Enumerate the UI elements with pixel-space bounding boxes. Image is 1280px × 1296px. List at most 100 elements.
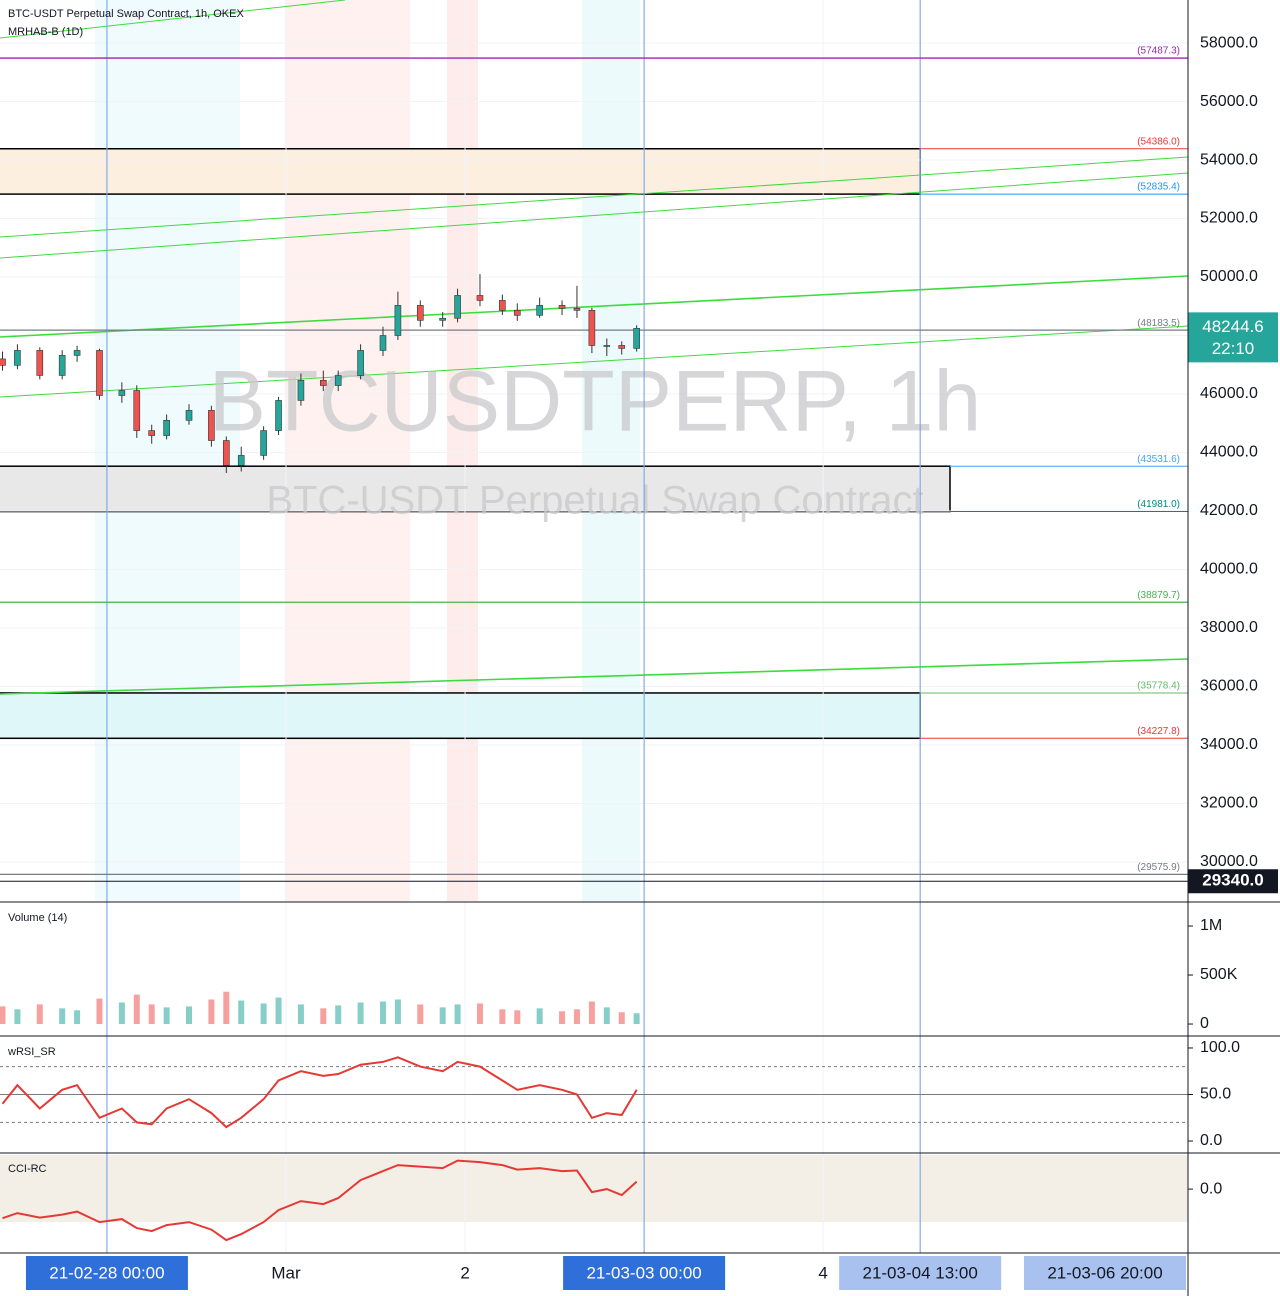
trend-line xyxy=(0,156,1189,238)
zone xyxy=(0,147,921,195)
volume-bar xyxy=(499,1009,506,1025)
indicator-line xyxy=(1,1056,638,1129)
candle-body xyxy=(118,390,126,396)
shade xyxy=(447,0,478,901)
zones xyxy=(0,147,951,740)
candle-body xyxy=(208,410,215,441)
volume-bar xyxy=(118,1002,125,1025)
y-tick-label: 30000.0 xyxy=(1200,853,1258,870)
candle-body xyxy=(394,305,402,336)
x-tick-label: 21-03-04 13:00 xyxy=(862,1263,977,1282)
volume-bar xyxy=(275,997,282,1025)
level-label: (52835.4) xyxy=(1137,182,1180,193)
crosshair-label: 29340.0 xyxy=(1202,871,1263,890)
volume-bar xyxy=(633,1013,640,1025)
trend-line xyxy=(0,0,346,39)
candle-body xyxy=(275,400,282,431)
candle-body xyxy=(439,317,446,321)
volume-bar xyxy=(0,1006,6,1025)
last-price-box xyxy=(1188,312,1278,363)
level-label: (48183.5) xyxy=(1137,318,1180,329)
volume-bar xyxy=(74,1010,81,1025)
candle-body xyxy=(223,440,230,466)
candle-body xyxy=(163,420,170,436)
volume-bar xyxy=(297,1004,304,1025)
time-label-box xyxy=(1024,1256,1186,1290)
y-tick-label: 38000.0 xyxy=(1200,619,1258,636)
volume-bar xyxy=(148,1004,155,1025)
candle-body xyxy=(185,410,193,421)
x-tick-highlight xyxy=(563,1256,726,1290)
trend-line xyxy=(0,172,1189,259)
level-label: (54386.0) xyxy=(1137,136,1180,147)
pane-title: CCI-RC xyxy=(8,1163,47,1175)
volume-bar xyxy=(223,991,230,1025)
level-label: (43531.6) xyxy=(1137,454,1180,465)
candle-body xyxy=(633,328,640,349)
candle-body xyxy=(379,335,387,351)
trend-line xyxy=(0,275,1189,338)
candle-body xyxy=(237,455,245,466)
volume-bar xyxy=(603,1007,610,1025)
volume-bar xyxy=(186,1006,193,1025)
y-tick-label: 50000.0 xyxy=(1200,268,1258,285)
y-tick-label: 0 xyxy=(1200,1015,1209,1032)
level-label: (57487.3) xyxy=(1137,46,1180,57)
candle-body xyxy=(297,379,305,401)
candle-body xyxy=(558,305,566,309)
volume-bar xyxy=(417,1004,424,1025)
volume-bar xyxy=(439,1007,446,1025)
candle-body xyxy=(499,300,506,311)
volume-bar xyxy=(335,1005,342,1025)
watermark: BTCUSDTPERP, 1h xyxy=(209,354,982,450)
shade xyxy=(582,0,640,901)
level-label: (38879.7) xyxy=(1137,590,1180,601)
candle-body xyxy=(260,430,267,456)
y-tick-label: 0.0 xyxy=(1200,1180,1222,1197)
candle-body xyxy=(73,350,81,356)
zone xyxy=(0,465,951,513)
countdown: 22:10 xyxy=(1212,339,1255,358)
trend-line xyxy=(0,325,1189,398)
cci-band xyxy=(0,1155,1188,1222)
candle-body xyxy=(334,375,342,386)
shade xyxy=(285,0,410,901)
x-tick-highlight xyxy=(839,1256,1002,1290)
candle-body xyxy=(58,355,66,376)
x-tick-label: 21-02-28 00:00 xyxy=(49,1263,164,1282)
volume-bar xyxy=(394,999,401,1025)
volume-bar xyxy=(357,1002,364,1025)
candle-body xyxy=(416,305,424,321)
candle-body xyxy=(513,310,521,316)
volume-bar xyxy=(14,1009,21,1025)
y-tick-label: 50.0 xyxy=(1200,1086,1231,1103)
candle-body xyxy=(357,350,364,376)
candle-body xyxy=(588,310,596,346)
y-tick-label: 58000.0 xyxy=(1200,34,1258,51)
watermark-subtitle: BTC-USDT Perpetual Swap Contract xyxy=(266,479,923,523)
candle-body xyxy=(603,345,611,347)
candle-body xyxy=(454,295,461,319)
x-tick-label: Mar xyxy=(271,1263,301,1282)
volume-bar xyxy=(588,1001,595,1025)
x-tick-label: 4 xyxy=(818,1263,827,1282)
candle-body xyxy=(476,295,484,301)
y-tick-label: 52000.0 xyxy=(1200,210,1258,227)
y-tick-label: 0.0 xyxy=(1200,1132,1222,1149)
indicator-title: MRHAB-B (1D) xyxy=(8,26,83,38)
volume-bar xyxy=(59,1008,66,1025)
level-label: (35778.4) xyxy=(1137,681,1180,692)
volume-bar xyxy=(573,1009,580,1025)
level-label: (34227.8) xyxy=(1137,726,1180,737)
y-tick-label: 36000.0 xyxy=(1200,678,1258,695)
candle-body xyxy=(14,350,21,366)
y-tick-label: 54000.0 xyxy=(1200,151,1258,168)
trend-line xyxy=(0,658,1189,695)
volume-bar xyxy=(379,1001,386,1025)
pane-title: wRSI_SR xyxy=(7,1046,56,1058)
candle-body xyxy=(573,308,581,311)
candle-body xyxy=(148,430,156,436)
candle-body xyxy=(133,390,141,431)
